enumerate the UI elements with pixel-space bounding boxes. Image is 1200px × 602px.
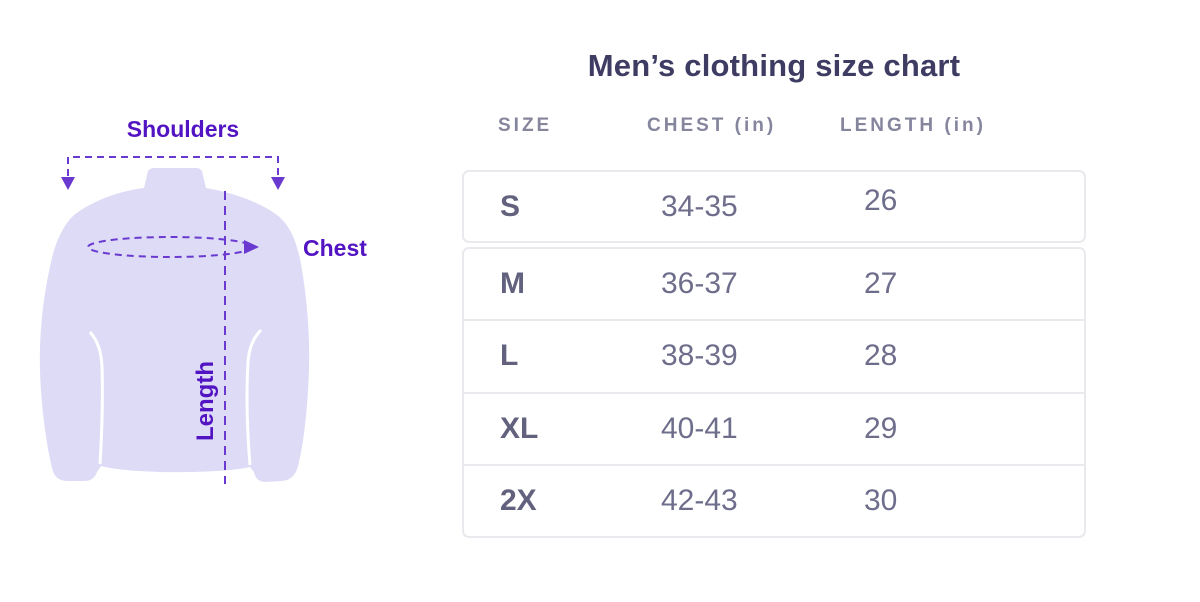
size-cell: S [500, 189, 521, 223]
table-header: SIZE CHEST (in) LENGTH (in) [462, 113, 1086, 139]
sleeve-crease-left [88, 331, 104, 465]
sleeve-crease-right [245, 328, 263, 466]
chest-cell: 34-35 [661, 189, 738, 223]
table-row: XL 40-41 29 [464, 391, 1084, 464]
table-row: M 36-37 27 [464, 249, 1084, 319]
shoulder-arrow-right-icon [271, 177, 285, 190]
length-cell: 28 [864, 339, 898, 373]
page-title: Men’s clothing size chart [587, 48, 961, 83]
column-header-size: SIZE [498, 115, 553, 136]
column-header-length: LENGTH (in) [840, 115, 986, 136]
chest-arrow-icon [244, 240, 259, 254]
length-cell: 29 [864, 411, 898, 445]
chest-cell: 38-39 [661, 339, 738, 373]
chest-cell: 42-43 [661, 483, 738, 517]
shoulder-arrow-left-icon [61, 177, 75, 190]
chest-cell: 36-37 [661, 267, 738, 301]
size-table-group-s: S 34-35 26 [462, 170, 1086, 243]
shoulders-measure-line [67, 156, 279, 176]
size-table-group-m-2x: M 36-37 27 L 38-39 28 XL 40-41 29 2X 42-… [462, 247, 1086, 538]
shoulders-label: Shoulders [126, 116, 240, 142]
table-row: L 38-39 28 [464, 319, 1084, 391]
chest-label: Chest [303, 235, 367, 261]
shirt-illustration [39, 156, 310, 484]
length-cell: 30 [864, 483, 898, 517]
size-cell: XL [500, 411, 539, 445]
size-cell: 2X [500, 483, 537, 517]
shirt-measurement-diagram: Shoulders Chest Length [0, 0, 420, 602]
length-cell: 27 [864, 267, 898, 301]
table-row: 2X 42-43 30 [464, 463, 1084, 536]
shirt-silhouette [39, 168, 310, 482]
size-cell: M [500, 267, 525, 301]
length-cell: 26 [864, 183, 898, 217]
column-header-chest: CHEST (in) [647, 115, 777, 136]
chest-cell: 40-41 [661, 411, 738, 445]
length-label: Length [192, 361, 219, 441]
size-cell: L [500, 339, 519, 373]
table-row: S 34-35 26 [464, 172, 1084, 241]
